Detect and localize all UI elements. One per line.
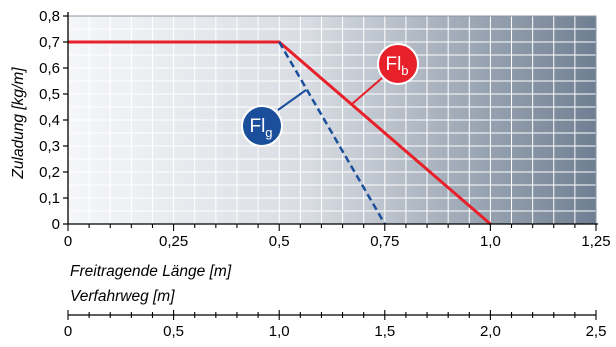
y-tick-label: 0,7 <box>39 34 60 51</box>
series-label-g: Flg <box>249 116 272 140</box>
x-tick-label: 0,5 <box>269 233 290 250</box>
y-tick-label: 0,6 <box>39 60 60 77</box>
x-tick-label: 0,75 <box>370 233 399 250</box>
y-tick-label: 0,1 <box>39 190 60 207</box>
x-axis-label: Freitragende Länge [m] <box>70 263 232 280</box>
y-tick-label: 0,3 <box>39 138 60 155</box>
x-tick-label: 0,25 <box>159 233 188 250</box>
x2-tick-label: 1,0 <box>269 323 290 340</box>
series-label-b: Flb <box>385 54 408 78</box>
x2-axis-label: Verfahrweg [m] <box>70 288 175 305</box>
badge-circle-g <box>241 105 283 147</box>
x2-tick-label: 1,5 <box>374 323 395 340</box>
badge-circle-b <box>377 43 419 85</box>
x2-tick-label: 2,0 <box>480 323 501 340</box>
x-tick-label: 1,0 <box>480 233 501 250</box>
y-tick-label: 0,8 <box>39 8 60 25</box>
x2-tick-label: 0,5 <box>163 323 184 340</box>
x2-tick-label: 0 <box>64 323 72 340</box>
y-tick-label: 0,2 <box>39 164 60 181</box>
x-tick-label: 0 <box>64 233 72 250</box>
series-group <box>68 40 492 226</box>
x2-tick-label: 2,5 <box>586 323 607 340</box>
y-axis-label: Zuladung [kg/m] <box>10 67 27 180</box>
axes: 0 0,1 0,2 0,3 0,4 0,5 0,6 0,7 0,8 0 0,25 0,5 0,75 1,0… <box>39 8 610 340</box>
y-tick-label: 0 <box>52 216 60 233</box>
badge-leader-b <box>351 77 383 105</box>
badge-leader-g <box>277 89 307 111</box>
series-line-g <box>278 41 386 225</box>
x-tick-label: 1,25 <box>581 233 610 250</box>
y-tick-label: 0,4 <box>39 112 60 129</box>
series-badges: Flb Flg <box>241 43 419 147</box>
y-tick-label: 0,5 <box>39 86 60 103</box>
